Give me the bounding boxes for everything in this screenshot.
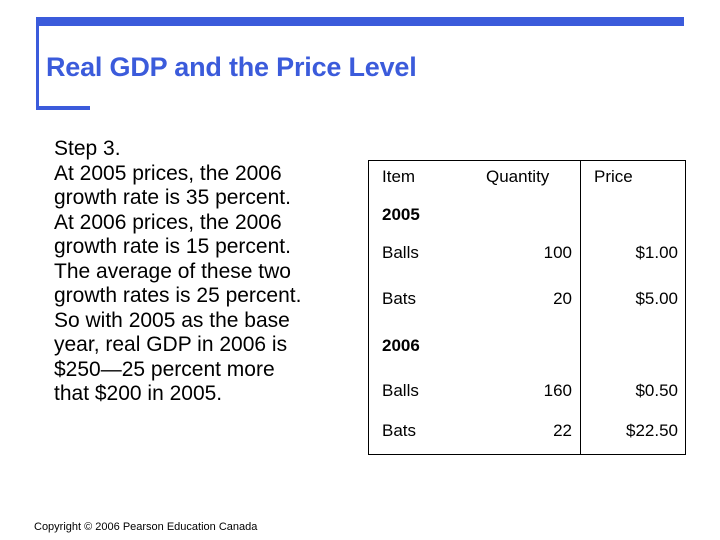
top-accent-bar (36, 17, 684, 26)
text-line: At 2005 prices, the 2006 (54, 161, 282, 185)
table-left-border (368, 160, 369, 455)
text-line: So with 2005 as the base (54, 308, 290, 332)
row-2006-item-bats: Bats (382, 421, 417, 440)
text-line: growth rate is 15 percent. (54, 235, 291, 258)
table-right-border (685, 160, 686, 455)
text-line: growth rates is 25 percent. (54, 284, 302, 307)
row-2006-quantity-bats: 22 (553, 421, 572, 440)
text-line: that $200 in 2005. (54, 382, 223, 405)
text-line: The average of these two (54, 259, 291, 283)
header-price: Price (594, 167, 633, 186)
text-line: Step 3. (54, 137, 121, 160)
copyright-notice: Copyright © 2006 Pearson Education Canad… (34, 521, 258, 533)
row-2005-quantity-bats: 20 (553, 289, 572, 308)
year-label-2006: 2006 (382, 336, 420, 355)
explanation-text: Step 3. At 2005 prices, the 2006 growth … (54, 137, 354, 407)
row-2005-item-bats: Bats (382, 289, 417, 308)
slide-title: Real GDP and the Price Level (46, 52, 417, 82)
left-accent-bar (36, 17, 39, 109)
header-item: Item (382, 167, 416, 186)
title-underline-bar (36, 106, 90, 110)
row-2006-price-balls: $0.50 (635, 381, 678, 400)
header-quantity: Quantity (486, 167, 550, 186)
row-2006-item-balls: Balls (382, 381, 419, 400)
row-2005-price-balls: $1.00 (635, 243, 678, 262)
row-2006-quantity-balls: 160 (543, 381, 572, 400)
year-label-2005: 2005 (382, 205, 420, 224)
text-line: growth rate is 35 percent. (54, 186, 291, 209)
row-2005-quantity-balls: 100 (543, 243, 572, 262)
table-bottom-border (368, 454, 686, 455)
table-column-divider (580, 160, 581, 455)
row-2005-price-bats: $5.00 (635, 289, 678, 308)
row-2006-price-bats: $22.50 (626, 421, 678, 440)
table-top-border (368, 160, 686, 161)
text-line: At 2006 prices, the 2006 (54, 210, 282, 234)
text-line: year, real GDP in 2006 is (54, 333, 288, 356)
text-line: $250—25 percent more (54, 357, 275, 381)
row-2005-item-balls: Balls (382, 243, 419, 262)
